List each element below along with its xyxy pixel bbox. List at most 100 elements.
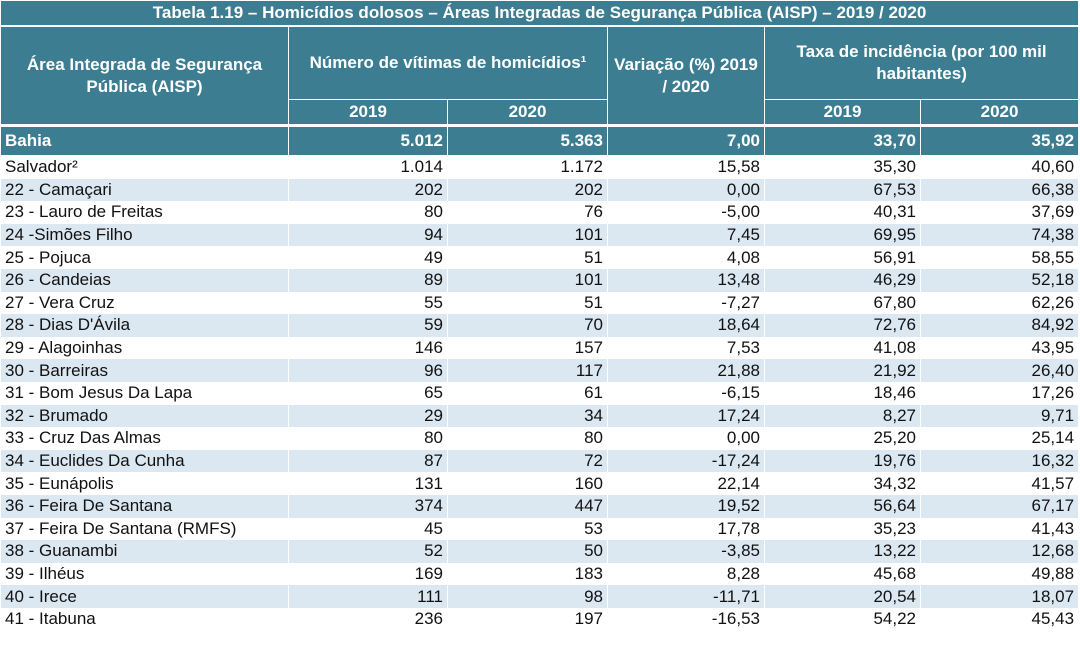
row-victims-2019: 111 <box>288 585 448 608</box>
row-victims-2019: 202 <box>288 178 448 202</box>
table-row: 22 - Camaçari 202 202 0,00 67,53 66,38 <box>0 178 1080 202</box>
row-area-name: 38 - Guanambi <box>0 540 289 563</box>
row-victims-2019: 374 <box>288 494 448 518</box>
row-variation: -6,15 <box>607 381 765 405</box>
row-variation: 8,28 <box>607 562 765 586</box>
table-row: 28 - Dias D'Ávila 59 70 18,64 72,76 84,92 <box>0 314 1080 337</box>
row-victims-2020: 80 <box>447 427 608 450</box>
row-victims-2019: 96 <box>288 359 448 382</box>
row-victims-2020: 98 <box>447 585 608 608</box>
row-victims-2019: 89 <box>288 268 448 292</box>
row-rate-2019: 41,08 <box>764 336 921 360</box>
table-row: 29 - Alagoinhas 146 157 7,53 41,08 43,95 <box>0 336 1080 360</box>
row-variation: -7,27 <box>607 291 765 315</box>
table-row: 39 - Ilhéus 169 183 8,28 45,68 49,88 <box>0 562 1080 586</box>
total-variation: 7,00 <box>607 124 765 156</box>
row-area-name: 26 - Candeias <box>0 268 289 292</box>
table-row: 25 - Pojuca 49 51 4,08 56,91 58,55 <box>0 246 1080 269</box>
total-row: Bahia 5.012 5.363 7,00 33,70 35,92 <box>0 124 1080 156</box>
row-rate-2020: 41,57 <box>919 472 1080 495</box>
row-variation: 17,24 <box>607 404 765 428</box>
row-variation: 19,52 <box>607 494 765 518</box>
total-rate-2020: 35,92 <box>919 124 1080 156</box>
row-victims-2020: 183 <box>447 562 608 586</box>
row-variation: -5,00 <box>607 201 765 224</box>
table-row: 26 - Candeias 89 101 13,48 46,29 52,18 <box>0 268 1080 292</box>
row-variation: -3,85 <box>607 540 765 563</box>
row-rate-2020: 62,26 <box>919 291 1080 315</box>
header-rate: Taxa de incidência (por 100 mil habitant… <box>763 25 1080 100</box>
row-rate-2019: 35,30 <box>764 155 921 179</box>
row-victims-2020: 76 <box>447 201 608 224</box>
row-rate-2019: 56,91 <box>764 246 921 269</box>
row-variation: 0,00 <box>607 178 765 202</box>
row-victims-2019: 87 <box>288 449 448 473</box>
row-victims-2020: 197 <box>447 607 608 631</box>
row-area-name: 39 - Ilhéus <box>0 562 289 586</box>
row-rate-2020: 26,40 <box>919 359 1080 382</box>
table-row: 41 - Itabuna 236 197 -16,53 54,22 45,43 <box>0 607 1080 631</box>
header-variation: Variação (%) 2019 / 2020 <box>607 25 765 126</box>
row-rate-2020: 58,55 <box>919 246 1080 269</box>
table-row: 33 - Cruz Das Almas 80 80 0,00 25,20 25,14 <box>0 427 1080 450</box>
row-area-name: Salvador² <box>0 155 289 179</box>
row-variation: -16,53 <box>607 607 765 631</box>
row-victims-2020: 160 <box>447 472 608 495</box>
row-rate-2020: 67,17 <box>919 494 1080 518</box>
row-rate-2019: 34,32 <box>764 472 921 495</box>
row-victims-2019: 146 <box>288 336 448 360</box>
row-rate-2019: 35,23 <box>764 517 921 541</box>
row-rate-2019: 8,27 <box>764 404 921 428</box>
row-variation: 21,88 <box>607 359 765 382</box>
row-victims-2019: 169 <box>288 562 448 586</box>
row-rate-2020: 9,71 <box>919 404 1080 428</box>
row-victims-2020: 53 <box>447 517 608 541</box>
row-rate-2019: 56,64 <box>764 494 921 518</box>
row-victims-2019: 1.014 <box>288 155 448 179</box>
row-victims-2019: 65 <box>288 381 448 405</box>
table-row: 31 - Bom Jesus Da Lapa 65 61 -6,15 18,46 17,2… <box>0 381 1080 405</box>
header-victims: Número de vítimas de homicídios¹ <box>288 25 608 100</box>
row-area-name: 34 - Euclides Da Cunha <box>0 449 289 473</box>
header-rate-2020: 2020 <box>919 99 1080 126</box>
row-victims-2020: 101 <box>447 223 608 247</box>
row-variation: 7,53 <box>607 336 765 360</box>
row-rate-2019: 72,76 <box>764 314 921 337</box>
header-victims-2020: 2020 <box>447 99 608 126</box>
row-victims-2020: 157 <box>447 336 608 360</box>
table-row: 37 - Feira De Santana (RMFS) 45 53 17,78 35,… <box>0 517 1080 541</box>
row-variation: 0,00 <box>607 427 765 450</box>
row-rate-2020: 43,95 <box>919 336 1080 360</box>
row-area-name: 41 - Itabuna <box>0 607 289 631</box>
row-area-name: 28 - Dias D'Ávila <box>0 314 289 337</box>
row-rate-2020: 52,18 <box>919 268 1080 292</box>
row-area-name: 22 - Camaçari <box>0 178 289 202</box>
row-rate-2019: 67,53 <box>764 178 921 202</box>
row-rate-2020: 37,69 <box>919 201 1080 224</box>
table-row: 35 - Eunápolis 131 160 22,14 34,32 41,57 <box>0 472 1080 495</box>
table-row: 34 - Euclides Da Cunha 87 72 -17,24 19,76 16,… <box>0 449 1080 473</box>
row-victims-2020: 117 <box>447 359 608 382</box>
row-victims-2019: 236 <box>288 607 448 631</box>
row-rate-2020: 25,14 <box>919 427 1080 450</box>
row-victims-2019: 55 <box>288 291 448 315</box>
row-area-name: 33 - Cruz Das Almas <box>0 427 289 450</box>
row-victims-2020: 202 <box>447 178 608 202</box>
row-variation: 7,45 <box>607 223 765 247</box>
row-rate-2019: 21,92 <box>764 359 921 382</box>
row-victims-2020: 1.172 <box>447 155 608 179</box>
table-row: 36 - Feira De Santana 374 447 19,52 56,64 67,… <box>0 494 1080 518</box>
total-name: Bahia <box>0 124 289 156</box>
row-victims-2020: 61 <box>447 381 608 405</box>
total-victims-2019: 5.012 <box>288 124 448 156</box>
row-victims-2020: 51 <box>447 291 608 315</box>
row-area-name: 36 - Feira De Santana <box>0 494 289 518</box>
row-victims-2020: 50 <box>447 540 608 563</box>
row-area-name: 25 - Pojuca <box>0 246 289 269</box>
row-rate-2020: 12,68 <box>919 540 1080 563</box>
table-title: Tabela 1.19 – Homicídios dolosos – Áreas… <box>0 0 1080 27</box>
row-variation: 17,78 <box>607 517 765 541</box>
row-victims-2019: 94 <box>288 223 448 247</box>
header-area: Área Integrada de Segurança Pública (AIS… <box>0 25 289 126</box>
